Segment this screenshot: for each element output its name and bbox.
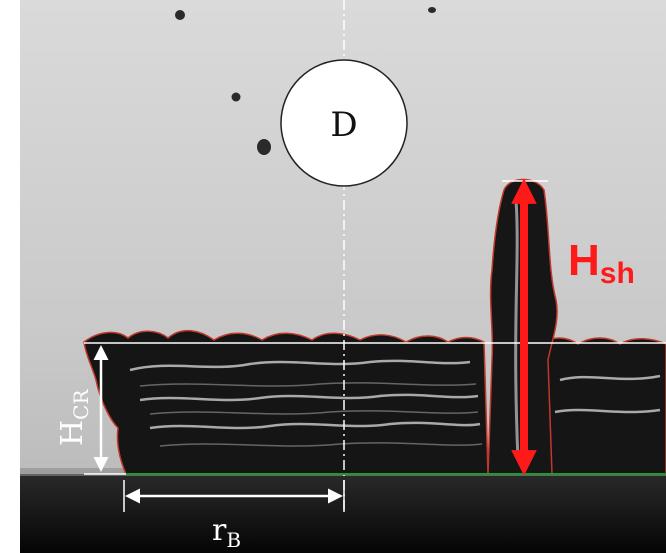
crown <box>83 329 666 475</box>
base-radius-label: rB <box>212 513 241 552</box>
sheet-height-label: Hsh <box>568 236 635 290</box>
droplet-label: D <box>330 105 357 145</box>
crown-height-label: HCR <box>55 389 93 446</box>
liquid-pool <box>20 474 666 553</box>
droplet: D <box>280 59 408 187</box>
satellite-droplets <box>175 7 436 155</box>
